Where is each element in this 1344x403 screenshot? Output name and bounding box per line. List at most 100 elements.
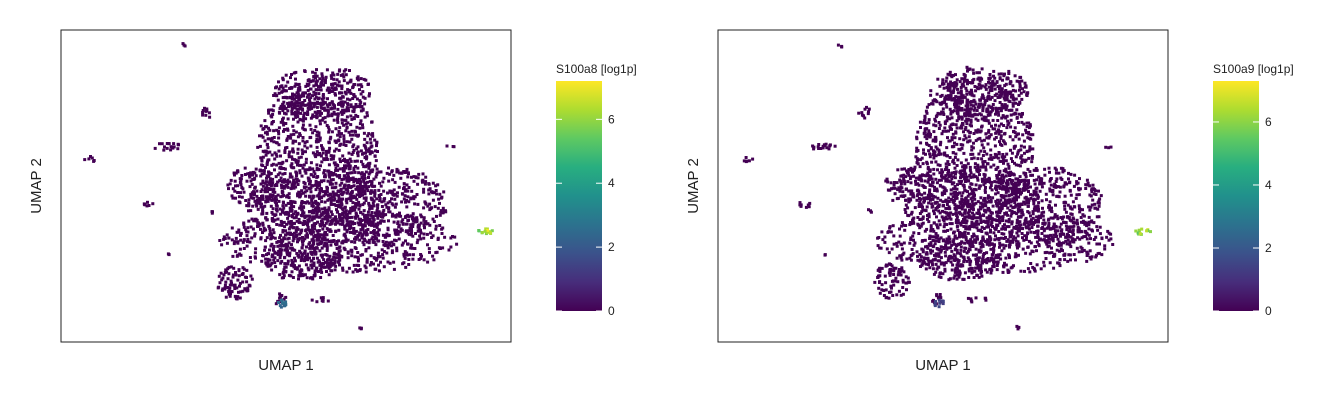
cell-point <box>947 96 951 100</box>
cell-point <box>267 181 271 185</box>
cell-point <box>393 214 397 218</box>
cell-point <box>388 189 392 193</box>
cell-point <box>308 98 311 101</box>
cell-point <box>368 179 372 183</box>
cell-point <box>982 138 986 142</box>
cell-point <box>983 199 987 203</box>
cell-point <box>1032 202 1036 206</box>
cell-point <box>313 172 317 176</box>
cell-point <box>1059 241 1063 245</box>
cell-point <box>321 262 325 266</box>
cell-point <box>281 86 285 90</box>
cell-point <box>406 231 410 235</box>
cell-point <box>220 243 224 247</box>
cell-point <box>929 229 933 233</box>
cell-point <box>375 141 379 145</box>
cell-point <box>1026 167 1030 171</box>
cell-point <box>281 102 285 106</box>
cell-point <box>325 253 329 257</box>
cell-point <box>386 228 390 232</box>
cell-point <box>898 234 902 238</box>
cell-point <box>1068 253 1072 257</box>
cell-point <box>1088 184 1092 188</box>
cell-point <box>996 165 1000 169</box>
cell-point <box>289 220 293 223</box>
cell-point <box>281 89 285 93</box>
cell-point <box>441 211 445 214</box>
cell-point <box>349 199 353 202</box>
cell-point <box>1071 216 1075 220</box>
cell-point <box>349 123 353 127</box>
cell-point <box>351 133 355 137</box>
cell-point <box>354 165 357 168</box>
cell-point <box>1054 232 1058 235</box>
cell-point <box>276 253 280 257</box>
cell-point <box>1073 238 1077 242</box>
cell-point <box>358 231 362 235</box>
cell-point <box>353 159 357 163</box>
cell-point <box>971 211 974 215</box>
cell-point <box>321 296 325 300</box>
cell-point <box>1017 112 1021 116</box>
cell-point <box>340 118 344 122</box>
cell-point <box>985 178 989 182</box>
cell-point <box>369 231 373 235</box>
cell-point <box>310 298 314 302</box>
cell-point <box>1071 221 1075 224</box>
cell-point <box>351 208 355 212</box>
cell-point <box>319 82 323 86</box>
cell-point <box>336 190 340 193</box>
cell-point <box>286 216 290 220</box>
cell-point <box>281 76 285 80</box>
cell-point <box>311 94 314 98</box>
cell-point <box>244 228 248 232</box>
cell-point <box>1097 189 1100 193</box>
cell-point <box>264 195 268 199</box>
cell-point <box>311 79 315 83</box>
cell-point <box>956 183 959 187</box>
cell-point <box>337 228 341 232</box>
cell-point <box>1066 259 1070 263</box>
cell-point <box>923 135 927 139</box>
cell-point <box>273 218 277 222</box>
cell-point <box>340 207 344 211</box>
cell-point <box>913 241 917 245</box>
cell-point <box>997 124 1001 128</box>
cell-point <box>1025 121 1029 125</box>
cell-point <box>257 197 261 200</box>
cell-point <box>331 89 335 93</box>
cell-point <box>373 154 377 158</box>
cell-point <box>1078 177 1081 181</box>
cell-point <box>290 246 294 250</box>
cell-point <box>419 221 423 225</box>
cell-point <box>314 269 318 273</box>
cell-point <box>340 112 344 116</box>
cell-point <box>925 205 929 209</box>
cell-point <box>336 168 340 172</box>
cell-point <box>286 259 290 263</box>
cell-point <box>305 221 309 225</box>
cell-point <box>908 223 912 227</box>
cell-point <box>1061 168 1065 172</box>
cell-point <box>1055 177 1059 181</box>
cell-point <box>287 192 291 196</box>
cell-point <box>205 107 209 111</box>
cell-point <box>272 244 276 248</box>
cell-point <box>932 149 935 153</box>
cell-point <box>1027 132 1031 136</box>
cell-point <box>325 227 329 231</box>
cell-point <box>264 257 268 261</box>
cell-point <box>438 213 442 217</box>
cell-point <box>1014 252 1018 256</box>
cell-point <box>913 206 917 210</box>
cell-point <box>400 228 404 232</box>
cell-point <box>225 270 229 274</box>
cell-point <box>405 205 409 209</box>
cell-point <box>233 240 237 244</box>
cell-point <box>972 222 976 226</box>
cell-point <box>972 94 976 98</box>
cell-point <box>235 286 239 290</box>
cell-point <box>318 215 322 219</box>
cell-point <box>339 160 342 164</box>
cell-point <box>341 169 345 173</box>
